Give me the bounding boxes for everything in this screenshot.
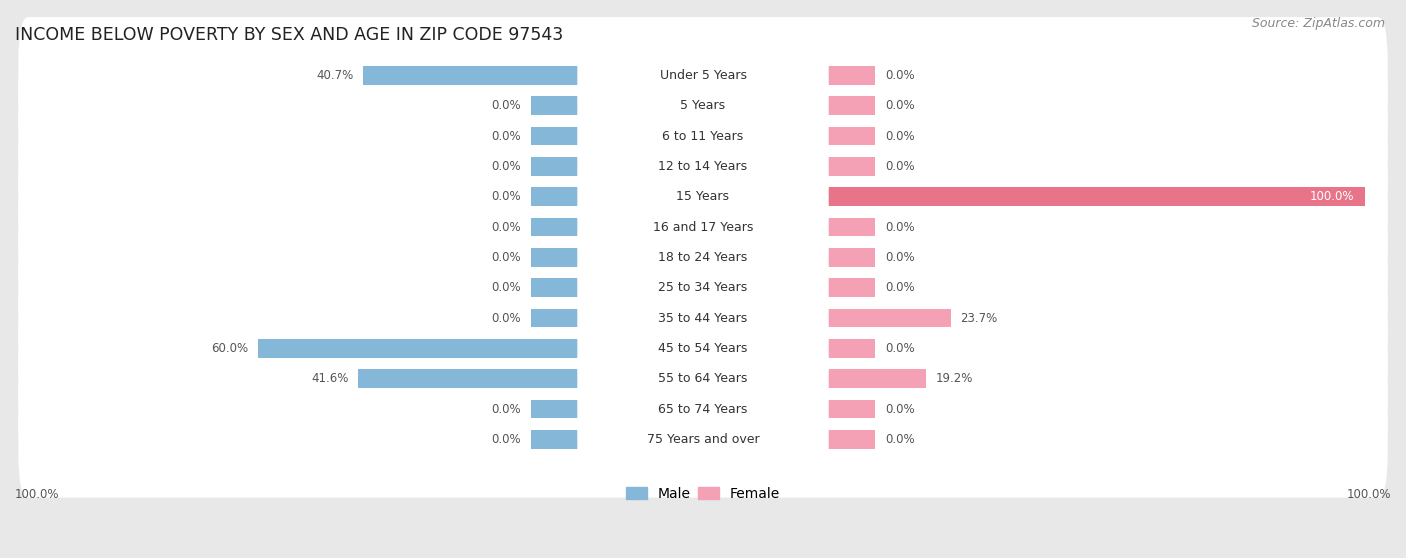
Text: 0.0%: 0.0% [884, 251, 914, 264]
FancyBboxPatch shape [578, 400, 828, 479]
FancyBboxPatch shape [18, 17, 1388, 133]
Text: 0.0%: 0.0% [492, 281, 522, 294]
Bar [531, 157, 583, 176]
Text: 0.0%: 0.0% [884, 281, 914, 294]
Text: 0.0%: 0.0% [884, 220, 914, 234]
Text: 0.0%: 0.0% [492, 160, 522, 173]
Bar [823, 339, 875, 358]
Text: INCOME BELOW POVERTY BY SEX AND AGE IN ZIP CODE 97543: INCOME BELOW POVERTY BY SEX AND AGE IN Z… [15, 26, 564, 44]
Text: 0.0%: 0.0% [492, 433, 522, 446]
FancyBboxPatch shape [18, 108, 1388, 225]
Bar [531, 97, 583, 115]
Bar [359, 369, 583, 388]
FancyBboxPatch shape [18, 47, 1388, 164]
Text: 0.0%: 0.0% [884, 129, 914, 142]
Text: 5 Years: 5 Years [681, 99, 725, 112]
Text: 0.0%: 0.0% [884, 69, 914, 82]
FancyBboxPatch shape [18, 320, 1388, 437]
Text: 0.0%: 0.0% [492, 251, 522, 264]
Bar [823, 369, 927, 388]
Bar [531, 218, 583, 237]
Text: Under 5 Years: Under 5 Years [659, 69, 747, 82]
Bar [823, 66, 875, 85]
Text: 0.0%: 0.0% [492, 190, 522, 203]
Bar [823, 127, 875, 146]
Text: Source: ZipAtlas.com: Source: ZipAtlas.com [1251, 17, 1385, 30]
FancyBboxPatch shape [578, 97, 828, 176]
FancyBboxPatch shape [18, 169, 1388, 285]
Text: 23.7%: 23.7% [960, 311, 998, 325]
FancyBboxPatch shape [578, 127, 828, 206]
Text: 100.0%: 100.0% [1310, 190, 1354, 203]
Bar [531, 430, 583, 449]
Bar [531, 278, 583, 297]
FancyBboxPatch shape [18, 138, 1388, 255]
Text: 100.0%: 100.0% [15, 488, 59, 501]
Text: 0.0%: 0.0% [884, 402, 914, 416]
Bar [823, 430, 875, 449]
Text: 12 to 14 Years: 12 to 14 Years [658, 160, 748, 173]
Text: 0.0%: 0.0% [884, 433, 914, 446]
Text: 35 to 44 Years: 35 to 44 Years [658, 311, 748, 325]
Text: 0.0%: 0.0% [492, 220, 522, 234]
Bar [823, 218, 875, 237]
FancyBboxPatch shape [18, 290, 1388, 407]
FancyBboxPatch shape [578, 36, 828, 115]
Text: 0.0%: 0.0% [884, 342, 914, 355]
Text: 41.6%: 41.6% [311, 372, 349, 385]
Bar [823, 248, 875, 267]
Bar [531, 187, 583, 206]
Bar [531, 127, 583, 146]
Text: 0.0%: 0.0% [492, 129, 522, 142]
Text: 65 to 74 Years: 65 to 74 Years [658, 402, 748, 416]
FancyBboxPatch shape [18, 381, 1388, 498]
Bar [823, 97, 875, 115]
Text: 0.0%: 0.0% [884, 160, 914, 173]
Text: 15 Years: 15 Years [676, 190, 730, 203]
FancyBboxPatch shape [18, 199, 1388, 316]
Text: 60.0%: 60.0% [211, 342, 249, 355]
Text: 0.0%: 0.0% [492, 311, 522, 325]
FancyBboxPatch shape [18, 351, 1388, 467]
Bar [531, 248, 583, 267]
Bar [823, 278, 875, 297]
FancyBboxPatch shape [18, 229, 1388, 346]
FancyBboxPatch shape [578, 187, 828, 267]
Bar [823, 187, 1365, 206]
Text: 18 to 24 Years: 18 to 24 Years [658, 251, 748, 264]
Bar [823, 400, 875, 418]
FancyBboxPatch shape [18, 260, 1388, 376]
FancyBboxPatch shape [578, 369, 828, 449]
Bar [531, 309, 583, 328]
FancyBboxPatch shape [578, 157, 828, 237]
FancyBboxPatch shape [578, 339, 828, 418]
FancyBboxPatch shape [578, 66, 828, 146]
Bar [259, 339, 583, 358]
Text: 55 to 64 Years: 55 to 64 Years [658, 372, 748, 385]
Text: 75 Years and over: 75 Years and over [647, 433, 759, 446]
FancyBboxPatch shape [18, 78, 1388, 194]
Text: 19.2%: 19.2% [936, 372, 973, 385]
Bar [823, 309, 950, 328]
Text: 16 and 17 Years: 16 and 17 Years [652, 220, 754, 234]
FancyBboxPatch shape [578, 309, 828, 388]
Text: 6 to 11 Years: 6 to 11 Years [662, 129, 744, 142]
FancyBboxPatch shape [578, 248, 828, 328]
Text: 0.0%: 0.0% [492, 99, 522, 112]
Text: 45 to 54 Years: 45 to 54 Years [658, 342, 748, 355]
Text: 100.0%: 100.0% [1347, 488, 1391, 501]
FancyBboxPatch shape [578, 218, 828, 297]
Text: 40.7%: 40.7% [316, 69, 353, 82]
FancyBboxPatch shape [578, 278, 828, 358]
Bar [531, 400, 583, 418]
Bar [823, 157, 875, 176]
Bar [363, 66, 583, 85]
Text: 0.0%: 0.0% [492, 402, 522, 416]
Text: 25 to 34 Years: 25 to 34 Years [658, 281, 748, 294]
Legend: Male, Female: Male, Female [620, 482, 786, 507]
Text: 0.0%: 0.0% [884, 99, 914, 112]
